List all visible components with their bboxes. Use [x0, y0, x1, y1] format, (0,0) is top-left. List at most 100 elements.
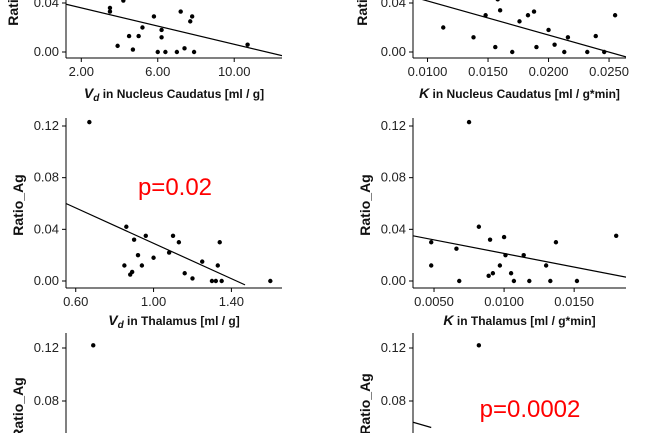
- data-point: [593, 33, 598, 39]
- data-point: [503, 252, 508, 258]
- y-tick-label: 0.04: [381, 221, 406, 236]
- data-point: [429, 263, 434, 268]
- x-tick-label: 0.0150: [554, 294, 594, 309]
- data-point: [511, 278, 517, 284]
- data-point: [190, 276, 195, 281]
- data-point: [215, 263, 220, 268]
- y-axis-title: Ratio_Ag: [354, 0, 370, 26]
- data-point: [585, 49, 590, 55]
- x-axis-symbol: V: [84, 85, 95, 101]
- x-axis-symbol: V: [108, 312, 119, 328]
- data-point: [487, 237, 493, 242]
- data-point: [466, 119, 472, 125]
- y-tick-label: 0.08: [34, 170, 59, 185]
- y-axis-title: Ratio_Ag: [357, 174, 373, 235]
- x-tick-label: 0.0050: [414, 294, 454, 309]
- data-point: [429, 240, 434, 245]
- x-tick-label: 0.60: [63, 294, 88, 309]
- data-point: [87, 119, 92, 125]
- data-point: [174, 49, 180, 55]
- x-tick-label: 1.00: [141, 294, 166, 309]
- data-point: [534, 44, 539, 50]
- regression-line: [421, 0, 626, 58]
- y-tick-label: 0.04: [381, 0, 406, 10]
- data-point: [454, 246, 459, 251]
- data-point: [508, 271, 514, 276]
- x-axis-subscript: d: [118, 320, 125, 331]
- data-point: [245, 42, 250, 47]
- y-axis-title: Ratio_Ag: [10, 377, 26, 433]
- data-point: [188, 19, 193, 24]
- data-point: [268, 278, 273, 284]
- y-axis-title: Ratio_Ag: [5, 0, 21, 26]
- data-point: [107, 5, 113, 11]
- y-tick-label: 0.08: [34, 393, 59, 408]
- x-axis-symbol: K: [419, 85, 430, 101]
- y-tick-label: 0.12: [34, 340, 59, 355]
- y-tick-label: 0.12: [34, 118, 59, 133]
- regression-line: [413, 235, 626, 278]
- p-value-annotation: p=0.02: [138, 174, 212, 201]
- data-point: [531, 9, 537, 14]
- data-point: [131, 237, 137, 242]
- y-tick-label: 0.08: [381, 170, 406, 185]
- y-tick-label: 0.00: [381, 44, 406, 59]
- y-tick-label: 0.08: [381, 393, 406, 408]
- regression-line: [66, 202, 246, 286]
- data-point: [135, 252, 141, 258]
- y-tick-label: 0.00: [34, 44, 59, 59]
- p-value-annotation: p=0.0002: [480, 396, 581, 423]
- data-point: [139, 263, 145, 268]
- x-axis-title-rest: in Thalamus [ml / g]: [124, 314, 240, 328]
- y-tick-label: 0.04: [34, 221, 59, 236]
- data-point: [200, 259, 205, 264]
- data-point: [546, 27, 551, 33]
- x-tick-label: 10.00: [218, 64, 251, 79]
- x-axis-title-rest: in Nucleus Caudatus [ml / g*min]: [429, 87, 620, 101]
- data-point: [155, 49, 160, 55]
- data-point: [182, 46, 187, 51]
- data-point: [159, 27, 164, 33]
- data-point: [140, 25, 145, 30]
- data-point: [159, 35, 164, 40]
- x-tick-label: 6.00: [145, 64, 170, 79]
- data-point: [121, 0, 126, 3]
- regression-line: [66, 3, 282, 57]
- data-point: [552, 42, 557, 47]
- data-point: [151, 14, 157, 19]
- x-tick-label: 0.0100: [408, 64, 448, 79]
- data-point: [565, 35, 571, 40]
- data-point: [553, 240, 559, 245]
- x-axis-title: K in Nucleus Caudatus [ml / g*min]: [419, 85, 620, 101]
- data-point: [476, 224, 482, 229]
- data-point: [527, 278, 532, 284]
- data-point: [490, 271, 496, 276]
- data-point: [151, 255, 156, 260]
- data-point: [107, 9, 113, 14]
- data-point: [170, 233, 176, 238]
- y-tick-label: 0.04: [34, 0, 59, 10]
- data-point: [441, 25, 446, 30]
- y-tick-label: 0.00: [381, 273, 406, 288]
- data-point: [497, 8, 503, 13]
- data-point: [562, 49, 567, 55]
- data-point: [501, 234, 507, 240]
- x-axis-symbol: K: [443, 312, 454, 328]
- data-point: [476, 343, 482, 348]
- data-point: [486, 273, 491, 279]
- data-point: [602, 49, 607, 55]
- data-point: [91, 343, 96, 348]
- data-point: [217, 240, 222, 245]
- data-point: [209, 278, 215, 284]
- data-point: [182, 271, 187, 276]
- data-point: [517, 19, 522, 24]
- data-point: [493, 44, 498, 50]
- x-axis-title-rest: in Nucleus Caudatus [ml / g]: [99, 87, 264, 101]
- data-point: [178, 9, 183, 14]
- panel-bottom-left: 0.08 0.12 Ratio_Ag: [10, 333, 96, 433]
- data-point: [543, 263, 549, 268]
- data-point: [136, 33, 141, 39]
- data-point: [115, 43, 120, 49]
- data-point: [510, 49, 515, 55]
- data-point: [124, 224, 129, 229]
